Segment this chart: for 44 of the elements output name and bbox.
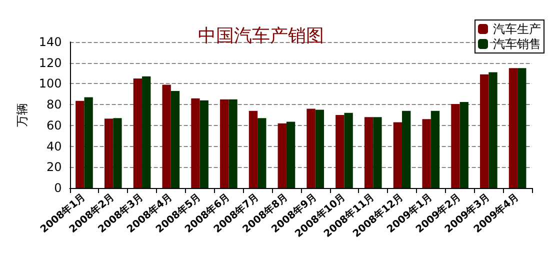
y-tick-label: 80: [46, 98, 62, 112]
y-tick-label: 140: [38, 35, 62, 49]
bar: [228, 99, 238, 188]
bar: [393, 122, 402, 188]
bar: [451, 104, 460, 188]
bar: [306, 108, 316, 188]
y-axis-title: 万辆: [15, 103, 29, 127]
bar: [113, 118, 122, 188]
legend-label: 汽车销售: [493, 37, 541, 51]
bar: [430, 110, 440, 188]
bar: [133, 78, 142, 188]
bar: [460, 102, 468, 188]
y-tick-label: 40: [46, 139, 62, 154]
bar: [344, 112, 353, 188]
bar: [162, 84, 171, 188]
bar: [170, 91, 180, 188]
bar: [422, 119, 431, 188]
bar: [364, 117, 374, 188]
bar: [286, 122, 296, 188]
bar: [488, 72, 498, 188]
chart-title: 中国汽车产销图: [198, 26, 324, 46]
legend-label: 汽车生产: [493, 22, 541, 36]
bar: [278, 123, 286, 188]
bar: [315, 110, 324, 188]
y-tick-label: 20: [46, 160, 62, 174]
bar: [220, 99, 229, 188]
bar: [248, 110, 258, 188]
bar: [508, 68, 518, 188]
bar: [373, 117, 382, 188]
bar: [84, 97, 93, 188]
bar: [191, 98, 200, 188]
bar: [518, 68, 526, 188]
bar: [142, 76, 151, 188]
bar: [76, 100, 84, 188]
bar: [336, 115, 344, 188]
bar: [402, 110, 411, 188]
y-tick-label: 100: [38, 76, 62, 91]
bar: [258, 118, 266, 188]
bar: [200, 100, 208, 188]
y-tick-label: 60: [46, 118, 62, 132]
bar: [480, 74, 489, 188]
bar: [104, 118, 114, 188]
y-tick-label: 0: [54, 181, 62, 195]
y-tick-label: 120: [38, 56, 62, 70]
